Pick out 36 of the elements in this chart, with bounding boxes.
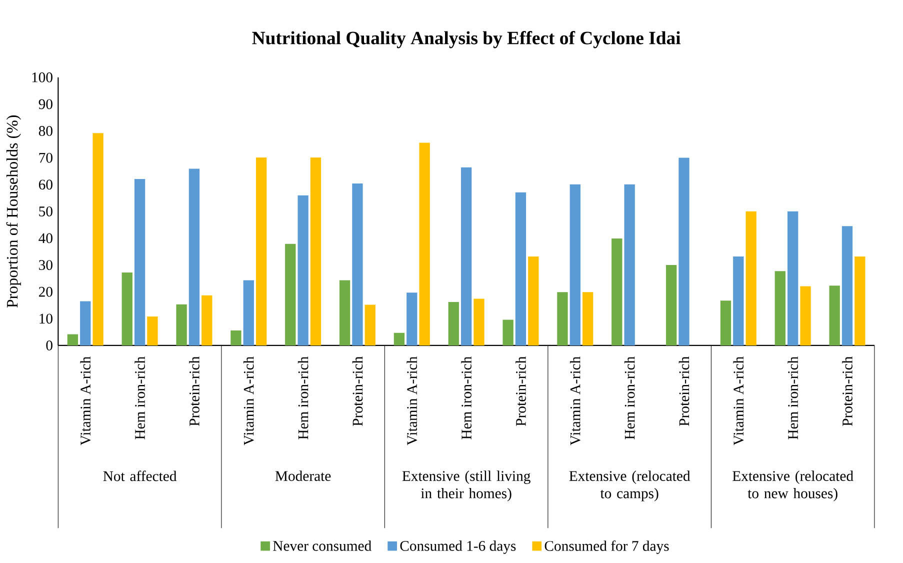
- x-tick-label: Protein-rich: [842, 356, 852, 426]
- y-tick-label: 80: [38, 126, 52, 136]
- y-tick-label: 60: [38, 180, 52, 190]
- x-tick-label: Hem iron-rich: [461, 356, 472, 440]
- legend-label: Consumed 1-6 days: [400, 540, 516, 554]
- x-tick-label: Protein-rich: [189, 356, 200, 426]
- y-tick-label: 50: [39, 206, 52, 216]
- x-tick-label: Vitamin A-rich: [80, 356, 91, 446]
- x-tick-label: Hem iron-rich: [624, 356, 635, 440]
- x-tick-label: Protein-rich: [352, 356, 363, 426]
- text: Extensive (relocated to camps): [569, 470, 690, 502]
- y-axis-title: Proportion of Households (%): [6, 116, 21, 308]
- x-tick-label: Vitamin A-rich: [243, 356, 254, 446]
- x-tick-label: Hem iron-rich: [788, 356, 798, 440]
- y-tick-label: 20: [38, 286, 52, 297]
- text: Moderate: [275, 470, 331, 482]
- text: Extensive (relocated to new houses): [732, 470, 854, 502]
- y-tick-label: 90: [38, 99, 52, 110]
- legend-label: Consumed for 7 days: [544, 540, 669, 554]
- y-tick-label: 30: [39, 260, 52, 270]
- x-tick-label: Hem iron-rich: [134, 356, 145, 440]
- y-tick-label: 40: [38, 233, 52, 244]
- x-tick-label: Hem iron-rich: [298, 356, 308, 440]
- x-tick-label: Protein-rich: [678, 356, 690, 426]
- y-tick-label: 0: [46, 340, 52, 350]
- y-tick-label: 100: [32, 72, 52, 82]
- x-tick-label: Vitamin A-rich: [570, 356, 580, 446]
- x-tick-label: Protein-rich: [516, 356, 526, 426]
- y-tick-label: 10: [40, 314, 52, 324]
- legend-label: Never consumed: [273, 540, 372, 551]
- x-tick-label: Vitamin A-rich: [733, 356, 744, 446]
- chart-title: Nutritional Quality Analysis by Effect of Cyclone Idai: [252, 31, 681, 48]
- text: Extensive (still living in their homes): [402, 470, 530, 502]
- text: Not affected: [103, 470, 177, 482]
- y-tick-label: 70: [39, 152, 52, 163]
- x-tick-label: Vitamin A-rich: [406, 356, 418, 446]
